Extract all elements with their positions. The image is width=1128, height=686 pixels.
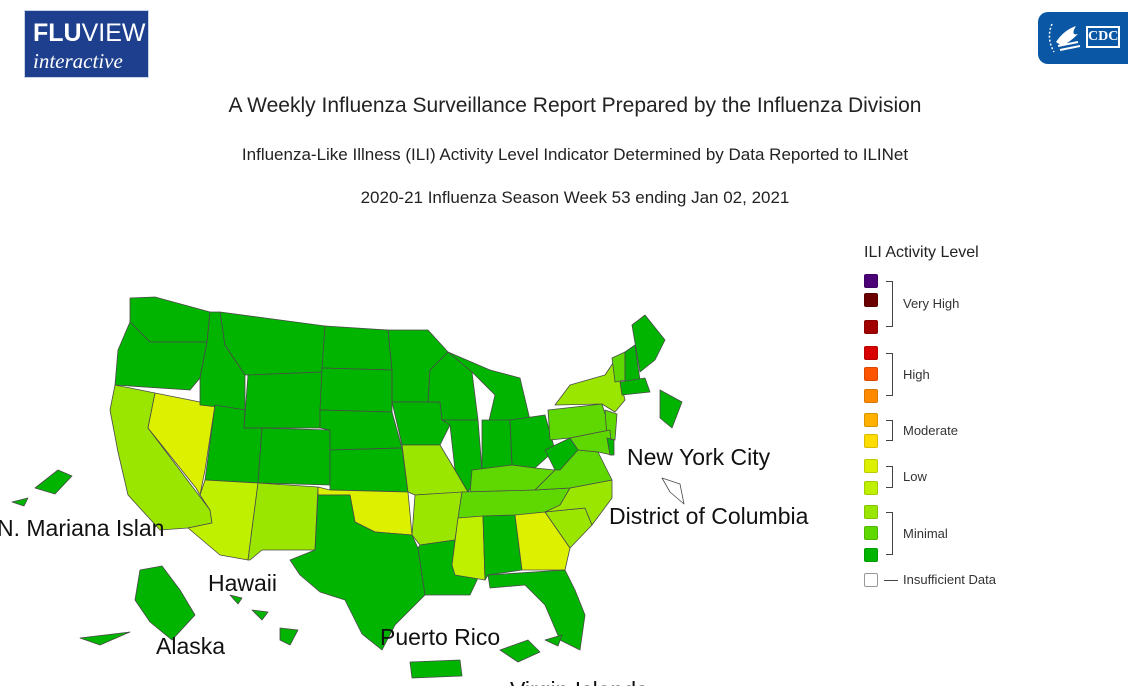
- legend-label-very-high: Very High: [903, 296, 960, 311]
- territory-puerto-rico[interactable]: [409, 659, 463, 679]
- legend-label-moderate: Moderate: [903, 422, 958, 438]
- report-title: A Weekly Influenza Surveillance Report P…: [228, 94, 922, 117]
- territory-northern-mariana-islands[interactable]: [11, 469, 73, 507]
- state-arkansas[interactable]: [411, 491, 463, 546]
- activity-legend: ILI Activity Level Very High High Moderate…: [864, 244, 996, 587]
- state-maine[interactable]: [631, 314, 666, 373]
- state-district-of-columbia-inset[interactable]: [661, 477, 685, 505]
- legend-bracket-very-high: [886, 281, 893, 327]
- map-label-puerto-rico: Puerto Rico: [380, 624, 500, 650]
- state-georgia[interactable]: [514, 511, 571, 571]
- map-label-district-of-columbia: District of Columbia: [609, 503, 809, 529]
- report-week: 2020-21 Influenza Season Week 53 ending …: [360, 188, 790, 207]
- legend-bracket-moderate: [886, 420, 893, 441]
- us-ili-map: New York City District of Columbia N. Ma…: [0, 296, 809, 686]
- state-florida[interactable]: [487, 569, 586, 651]
- hhs-eagle-icon: [1048, 23, 1081, 53]
- state-north-dakota[interactable]: [321, 325, 393, 371]
- state-alabama[interactable]: [482, 514, 523, 581]
- legend-swatch-level-4[interactable]: [864, 481, 878, 495]
- cdc-logo[interactable]: CDC: [1038, 12, 1128, 64]
- state-new-york-city-inset[interactable]: [659, 389, 683, 429]
- state-kansas[interactable]: [329, 447, 409, 493]
- legend-label-minimal: Minimal: [903, 525, 948, 541]
- legend-swatch-level-9[interactable]: [864, 367, 878, 381]
- legend-bracket-minimal: [886, 512, 893, 555]
- map-label-alaska: Alaska: [156, 633, 225, 659]
- state-alaska[interactable]: [79, 565, 196, 646]
- legend-swatch-level-5[interactable]: [864, 459, 878, 473]
- state-mississippi[interactable]: [451, 515, 486, 581]
- report-subtitle: Influenza-Like Illness (ILI) Activity Le…: [241, 145, 909, 164]
- legend-swatch-level-12[interactable]: [864, 293, 878, 307]
- legend-swatch-level-2[interactable]: [864, 526, 878, 540]
- map-label-virgin-islands: Virgin Islands: [510, 677, 648, 686]
- legend-swatch-level-13[interactable]: [864, 274, 878, 288]
- legend-bracket-low: [886, 466, 893, 488]
- state-colorado[interactable]: [257, 427, 331, 486]
- legend-label-low: Low: [903, 469, 927, 484]
- legend-dash-insufficient-data: [884, 580, 898, 581]
- legend-swatch-level-11[interactable]: [864, 320, 878, 334]
- state-texas[interactable]: [289, 494, 426, 651]
- legend-swatch-level-6[interactable]: [864, 434, 878, 448]
- legend-title: ILI Activity Level: [864, 244, 979, 261]
- fluview-logo-title: FLUVIEW: [33, 19, 146, 47]
- state-hawaii[interactable]: [229, 594, 299, 646]
- legend-swatch-level-3[interactable]: [864, 505, 878, 519]
- legend-bracket-high: [886, 353, 893, 396]
- legend-label-insufficient-data: Insufficient Data: [903, 572, 996, 587]
- legend-swatch-level-10[interactable]: [864, 346, 878, 360]
- fluview-logo[interactable]: FLUVIEW interactive: [24, 10, 149, 78]
- legend-swatch-level-7[interactable]: [864, 413, 878, 427]
- state-massachusetts[interactable]: [619, 377, 651, 396]
- fluview-logo-subtitle: interactive: [33, 49, 123, 73]
- legend-label-high: High: [903, 366, 930, 382]
- map-label-hawaii: Hawaii: [208, 570, 277, 596]
- map-label-new-york-city: New York City: [627, 444, 771, 470]
- state-maryland[interactable]: [569, 429, 613, 456]
- legend-swatch-level-1[interactable]: [864, 548, 878, 562]
- legend-swatch-level-8[interactable]: [864, 389, 878, 403]
- state-west-virginia[interactable]: [544, 437, 579, 471]
- state-nebraska[interactable]: [319, 409, 403, 451]
- state-delaware[interactable]: [606, 437, 615, 456]
- state-oregon[interactable]: [114, 321, 208, 391]
- state-new-mexico[interactable]: [247, 482, 319, 561]
- state-wyoming[interactable]: [243, 371, 323, 429]
- cdc-mark: CDC: [1086, 26, 1120, 48]
- territory-virgin-islands[interactable]: [499, 634, 563, 663]
- map-label-mariana: N. Mariana Islan: [0, 515, 164, 541]
- state-indiana[interactable]: [481, 419, 513, 471]
- state-south-dakota[interactable]: [319, 367, 393, 413]
- legend-swatch-level-0[interactable]: [864, 573, 878, 587]
- state-ohio[interactable]: [509, 414, 556, 469]
